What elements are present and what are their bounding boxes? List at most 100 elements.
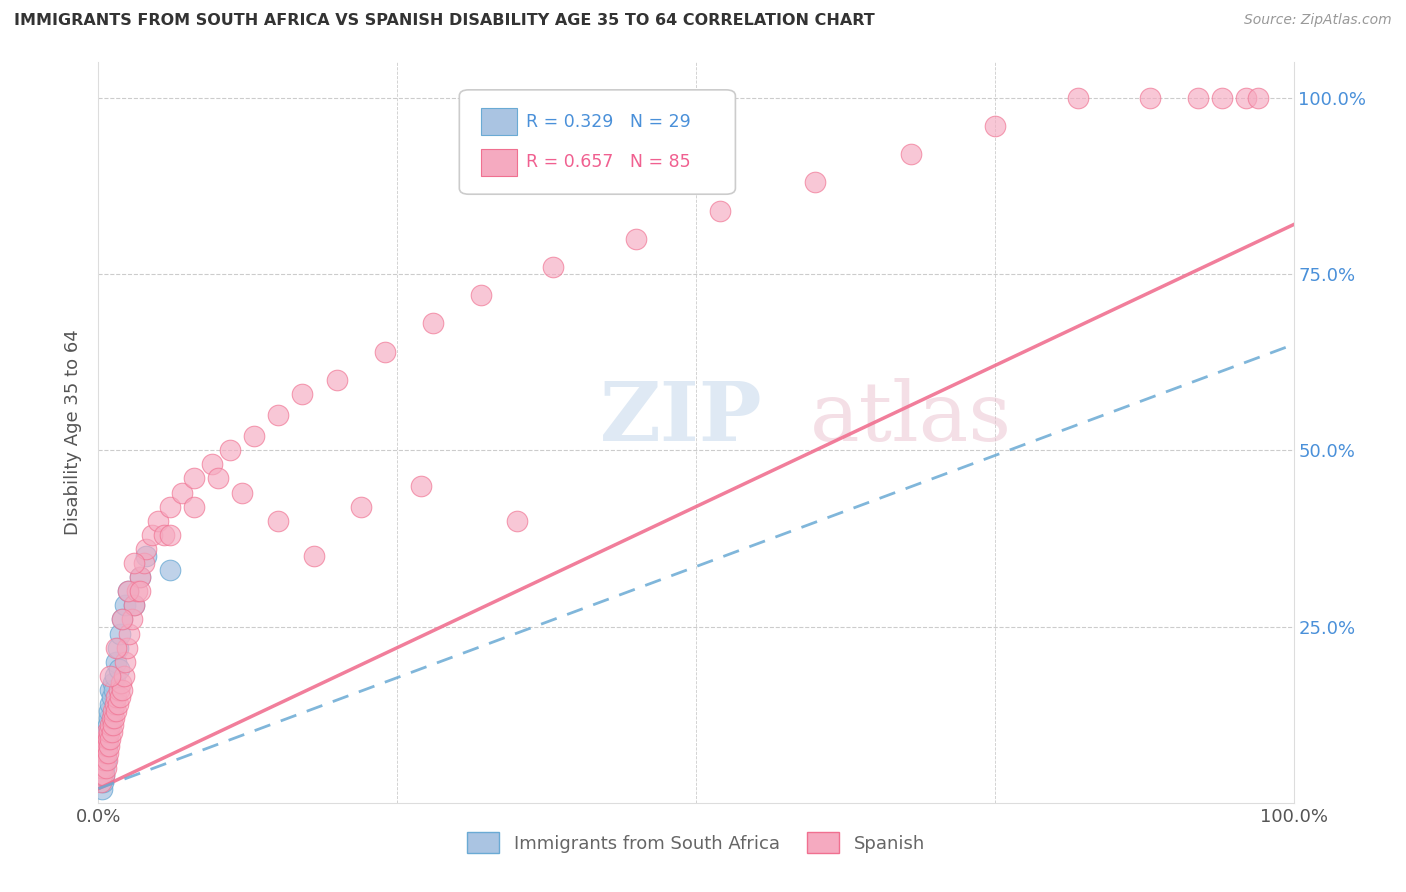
- Point: [93, 739, 115, 754]
- Point: [132, 556, 155, 570]
- Point: [541, 260, 564, 274]
- Point: [1234, 91, 1257, 105]
- Point: [124, 556, 146, 570]
- Point: [91, 747, 114, 761]
- Point: [110, 676, 132, 690]
- Point: [411, 478, 433, 492]
- Text: ZIP: ZIP: [600, 378, 763, 458]
- Point: [350, 500, 373, 514]
- Point: [506, 514, 529, 528]
- Point: [97, 732, 120, 747]
- Point: [117, 584, 139, 599]
- Point: [153, 528, 176, 542]
- Point: [101, 718, 124, 732]
- Y-axis label: Disability Age 35 to 64: Disability Age 35 to 64: [65, 330, 83, 535]
- Point: [804, 175, 827, 189]
- Point: [219, 443, 242, 458]
- Point: [105, 690, 128, 704]
- Point: [1139, 91, 1161, 105]
- Point: [117, 584, 139, 599]
- Point: [172, 485, 194, 500]
- Point: [100, 725, 122, 739]
- Text: IMMIGRANTS FROM SOUTH AFRICA VS SPANISH DISABILITY AGE 35 TO 64 CORRELATION CHAR: IMMIGRANTS FROM SOUTH AFRICA VS SPANISH …: [14, 13, 875, 29]
- Point: [97, 718, 120, 732]
- Point: [267, 408, 290, 422]
- Point: [100, 711, 122, 725]
- Point: [103, 711, 125, 725]
- Point: [94, 754, 117, 768]
- Point: [121, 612, 143, 626]
- Point: [98, 711, 121, 725]
- Legend: Immigrants from South Africa, Spanish: Immigrants from South Africa, Spanish: [460, 825, 932, 861]
- Point: [470, 288, 492, 302]
- Point: [91, 774, 114, 789]
- Point: [115, 640, 138, 655]
- Point: [201, 458, 224, 472]
- Point: [93, 754, 115, 768]
- Point: [98, 704, 121, 718]
- Point: [98, 669, 122, 683]
- Point: [94, 760, 117, 774]
- Point: [243, 429, 266, 443]
- Point: [94, 747, 117, 761]
- Point: [124, 599, 146, 613]
- Point: [98, 718, 122, 732]
- FancyBboxPatch shape: [460, 90, 735, 194]
- Point: [112, 669, 135, 683]
- Point: [111, 612, 134, 626]
- Point: [94, 732, 117, 747]
- Text: R = 0.329   N = 29: R = 0.329 N = 29: [526, 112, 690, 130]
- Point: [159, 528, 181, 542]
- Point: [159, 500, 181, 514]
- Point: [98, 725, 121, 739]
- Point: [96, 725, 118, 739]
- Text: R = 0.657   N = 85: R = 0.657 N = 85: [526, 153, 690, 171]
- Point: [135, 541, 157, 556]
- Point: [96, 732, 118, 747]
- Point: [1067, 91, 1090, 105]
- Point: [114, 599, 136, 613]
- Point: [90, 774, 112, 789]
- Point: [129, 570, 152, 584]
- Point: [98, 697, 122, 711]
- Point: [93, 767, 115, 781]
- Point: [1211, 91, 1233, 105]
- Point: [105, 704, 128, 718]
- Point: [108, 690, 131, 704]
- Point: [129, 584, 152, 599]
- Point: [1187, 91, 1209, 105]
- Point: [374, 344, 396, 359]
- Point: [105, 655, 128, 669]
- Point: [107, 640, 129, 655]
- Point: [91, 767, 114, 781]
- Point: [93, 760, 115, 774]
- Point: [124, 599, 146, 613]
- Point: [302, 549, 325, 563]
- Point: [104, 697, 127, 711]
- Point: [118, 626, 141, 640]
- Point: [107, 662, 129, 676]
- Point: [207, 471, 229, 485]
- Point: [97, 747, 120, 761]
- Point: [183, 471, 205, 485]
- Point: [103, 683, 125, 698]
- Point: [104, 669, 127, 683]
- Bar: [481, 149, 517, 176]
- Text: atlas: atlas: [810, 378, 1012, 458]
- Point: [101, 704, 124, 718]
- Point: [107, 683, 129, 698]
- Point: [231, 485, 253, 500]
- Point: [159, 563, 181, 577]
- Point: [108, 626, 131, 640]
- Point: [96, 739, 118, 754]
- Point: [125, 584, 148, 599]
- Point: [93, 767, 115, 781]
- Point: [984, 119, 1007, 133]
- Point: [1247, 91, 1270, 105]
- Point: [135, 549, 157, 563]
- Point: [101, 676, 124, 690]
- Point: [900, 147, 922, 161]
- Point: [98, 732, 122, 747]
- Point: [98, 739, 121, 754]
- Point: [100, 690, 122, 704]
